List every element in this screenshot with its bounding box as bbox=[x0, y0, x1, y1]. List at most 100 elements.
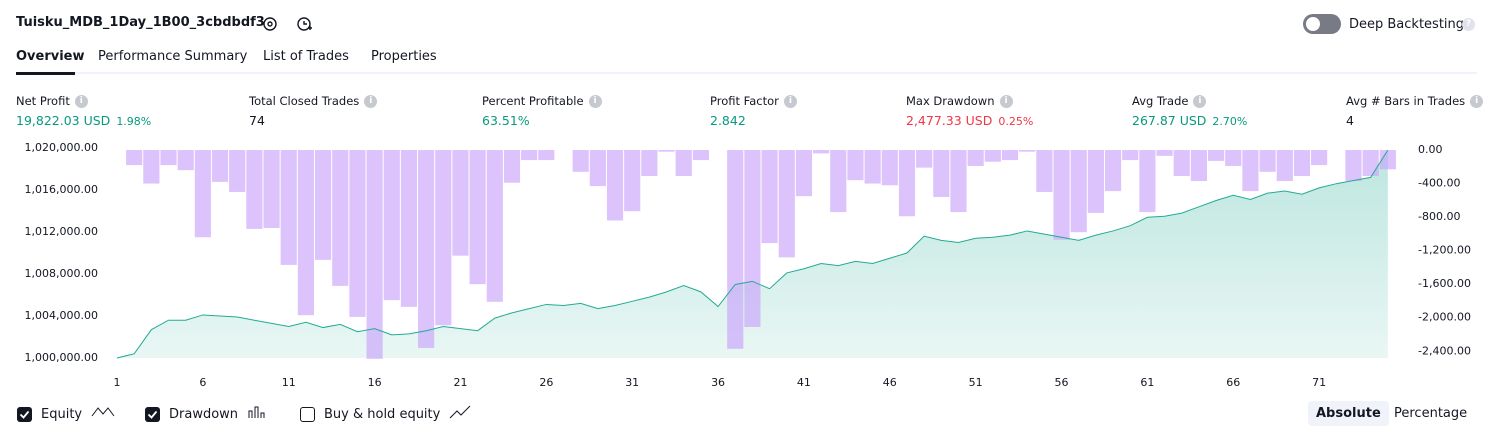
drawdown-bar bbox=[383, 150, 400, 301]
tab-divider bbox=[16, 72, 1477, 74]
legend-item[interactable]: Drawdown bbox=[145, 405, 269, 423]
tab[interactable]: Overview bbox=[16, 49, 85, 64]
drawdown-bar bbox=[1104, 150, 1122, 192]
drawdown-bar bbox=[143, 150, 160, 184]
label-text: Percent Profitable bbox=[482, 94, 584, 108]
drawdown-bar bbox=[761, 150, 778, 244]
equity-line bbox=[116, 149, 1389, 359]
drawdown-bar bbox=[1036, 150, 1053, 192]
y2-tick-label: -400.00 bbox=[1418, 177, 1460, 190]
metric-value: 19,822.03 USD 1.98% bbox=[16, 113, 151, 128]
info-icon: i bbox=[588, 94, 602, 108]
drawdown-bar bbox=[1242, 150, 1259, 192]
x-tick-label: 41 bbox=[797, 376, 811, 389]
info-icon: i bbox=[1470, 94, 1484, 108]
tab[interactable]: Properties bbox=[371, 49, 437, 64]
y2-tick-label: -2,400.00 bbox=[1418, 344, 1471, 357]
toggle[interactable] bbox=[1303, 14, 1341, 34]
metric-label: Max Drawdown i bbox=[906, 94, 1013, 108]
y-tick-label: 1,004,000.00 bbox=[25, 309, 98, 322]
drawdown-bar bbox=[1156, 150, 1173, 156]
drawdown-bar bbox=[1087, 150, 1104, 213]
y-tick-label: 1,000,000.00 bbox=[25, 351, 98, 364]
drawdown-bar bbox=[589, 150, 606, 187]
drawdown-bar bbox=[332, 150, 349, 286]
drawdown-bar bbox=[280, 150, 297, 265]
drawdown-bar bbox=[1259, 150, 1276, 172]
tab[interactable]: List of Trades bbox=[263, 49, 349, 64]
checkbox-checked[interactable] bbox=[17, 406, 32, 422]
checkbox-checked[interactable] bbox=[145, 406, 160, 422]
drawdown-bar bbox=[177, 150, 194, 171]
legend-icon bbox=[449, 405, 471, 423]
drawdown-bar bbox=[126, 150, 143, 166]
checkbox[interactable] bbox=[300, 406, 315, 422]
tab[interactable]: Performance Summary bbox=[98, 49, 248, 64]
drawdown-bar bbox=[727, 150, 744, 349]
tab-underline bbox=[16, 72, 75, 75]
metric-label: Avg # Bars in Trades i bbox=[1346, 94, 1484, 108]
metric-label: Total Closed Trades i bbox=[249, 94, 378, 108]
value-percent: 2.70% bbox=[1212, 115, 1248, 128]
drawdown-bar bbox=[1122, 150, 1139, 161]
drawdown-bar bbox=[1139, 150, 1156, 213]
metric-value: 2,477.33 USD 0.25% bbox=[906, 113, 1033, 128]
label-text: Avg # Bars in Trades bbox=[1346, 94, 1466, 108]
y2-tick-label: -800.00 bbox=[1418, 210, 1460, 223]
value-text: 19,822.03 USD bbox=[16, 113, 111, 128]
drawdown-bar bbox=[864, 150, 881, 184]
drawdown-bar bbox=[1345, 150, 1362, 182]
drawdown-bar bbox=[984, 150, 1001, 162]
y-tick-label: 1,012,000.00 bbox=[25, 225, 98, 238]
drawdown-bar bbox=[160, 150, 177, 166]
drawdown-bar bbox=[211, 150, 229, 182]
drawdown-bar bbox=[521, 150, 538, 161]
drawdown-bar bbox=[1053, 150, 1070, 240]
x-tick-label: 1 bbox=[114, 376, 121, 389]
drawdown-bar bbox=[916, 150, 933, 168]
value-text: 4 bbox=[1346, 113, 1354, 128]
mode-button[interactable]: Absolute bbox=[1308, 401, 1389, 426]
legend-label: Buy & hold equity bbox=[324, 406, 441, 422]
drawdown-bar bbox=[349, 150, 366, 317]
info-icon: i bbox=[1193, 94, 1207, 108]
value-text: 2,477.33 USD bbox=[906, 113, 993, 128]
y2-tick-label: -1,200.00 bbox=[1418, 244, 1471, 257]
x-tick-label: 11 bbox=[282, 376, 296, 389]
metric-label: Profit Factor i bbox=[710, 94, 797, 108]
legend-item[interactable]: Buy & hold equity bbox=[300, 405, 471, 423]
toggle-label: Deep Backtesting bbox=[1349, 17, 1465, 32]
metric-label: Avg Trade i bbox=[1132, 94, 1207, 108]
drawdown-bar bbox=[1173, 150, 1190, 177]
drawdown-bar bbox=[1019, 150, 1036, 152]
metric-value: 74 bbox=[249, 113, 265, 128]
drawdown-bar bbox=[624, 150, 641, 212]
value-percent: 1.98% bbox=[116, 115, 152, 128]
drawdown-bar bbox=[881, 150, 898, 186]
drawdown-bar bbox=[452, 150, 469, 256]
legend-icon bbox=[247, 405, 269, 423]
drawdown-bar bbox=[1293, 150, 1311, 177]
drawdown-bar bbox=[1311, 150, 1328, 166]
drawdown-bar bbox=[366, 150, 383, 359]
drawdown-bar bbox=[486, 150, 503, 302]
drawdown-bar bbox=[641, 150, 658, 177]
mode-button[interactable]: Percentage bbox=[1394, 406, 1468, 421]
drawdown-bar bbox=[418, 150, 435, 348]
drawdown-bar bbox=[847, 150, 864, 181]
drawdown-bar bbox=[692, 150, 709, 161]
drawdown-bar bbox=[1208, 150, 1225, 161]
label-text: Profit Factor bbox=[710, 94, 779, 108]
legend-item[interactable]: Equity bbox=[17, 405, 115, 423]
drawdown-bar bbox=[572, 150, 589, 172]
drawdown-bar bbox=[606, 150, 624, 221]
x-tick-label: 61 bbox=[1140, 376, 1154, 389]
drawdown-bar bbox=[1225, 150, 1242, 166]
drawdown-bar bbox=[435, 150, 452, 326]
info-icon: i bbox=[999, 94, 1013, 108]
drawdown-bar bbox=[229, 150, 246, 192]
drawdown-bar bbox=[503, 150, 521, 183]
chart: 1,000,000.00 1,004,000.00 1,008,000.00 1,01… bbox=[25, 141, 1471, 389]
x-tick-label: 51 bbox=[969, 376, 983, 389]
drawdown-bar bbox=[778, 150, 795, 258]
